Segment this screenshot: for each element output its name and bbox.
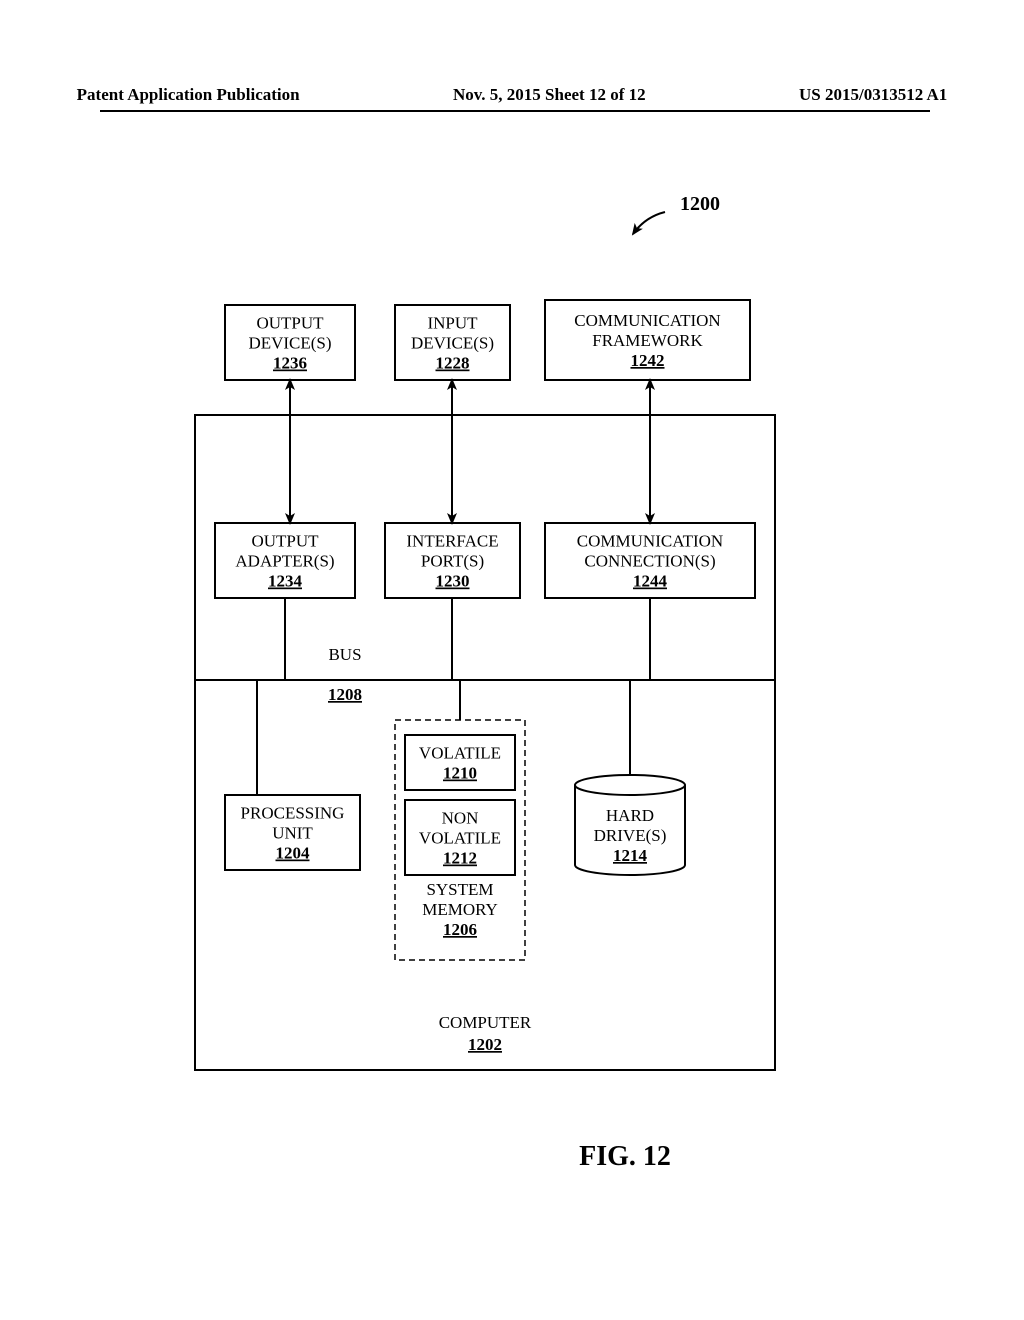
svg-text:1236: 1236 (273, 354, 307, 373)
svg-text:COMPUTER: COMPUTER (439, 1013, 532, 1032)
svg-text:1242: 1242 (631, 351, 665, 370)
svg-text:DEVICE(S): DEVICE(S) (248, 334, 331, 353)
svg-text:1202: 1202 (468, 1035, 502, 1054)
svg-text:1208: 1208 (328, 685, 362, 704)
svg-text:VOLATILE: VOLATILE (419, 744, 501, 763)
svg-text:UNIT: UNIT (272, 824, 313, 843)
svg-text:DEVICE(S): DEVICE(S) (411, 334, 494, 353)
svg-text:FIG. 12: FIG. 12 (579, 1141, 671, 1172)
svg-text:VOLATILE: VOLATILE (419, 829, 501, 848)
svg-text:OUTPUT: OUTPUT (256, 314, 324, 333)
svg-text:MEMORY: MEMORY (422, 900, 498, 919)
svg-text:FRAMEWORK: FRAMEWORK (592, 331, 703, 350)
callout-arrow (633, 212, 665, 234)
svg-text:PROCESSING: PROCESSING (241, 804, 345, 823)
svg-text:1212: 1212 (443, 849, 477, 868)
svg-text:PORT(S): PORT(S) (421, 552, 484, 571)
svg-text:DRIVE(S): DRIVE(S) (594, 826, 667, 845)
diagram-svg: COMPUTER 1202 BUS 1208 SYSTEMMEMORY1206 OUTPU… (0, 0, 1024, 1320)
svg-text:COMMUNICATION: COMMUNICATION (577, 532, 723, 551)
svg-text:1214: 1214 (613, 846, 648, 865)
svg-text:1210: 1210 (443, 764, 477, 783)
svg-text:1234: 1234 (268, 572, 303, 591)
svg-text:COMMUNICATION: COMMUNICATION (574, 311, 720, 330)
svg-text:1230: 1230 (436, 572, 470, 591)
svg-text:SYSTEM: SYSTEM (426, 880, 493, 899)
svg-text:1244: 1244 (633, 572, 668, 591)
svg-text:1204: 1204 (276, 844, 311, 863)
svg-text:OUTPUT: OUTPUT (251, 532, 319, 551)
svg-text:INPUT: INPUT (427, 314, 478, 333)
svg-text:1206: 1206 (443, 920, 477, 939)
svg-text:1228: 1228 (436, 354, 470, 373)
svg-text:ADAPTER(S): ADAPTER(S) (235, 552, 334, 571)
svg-text:1200: 1200 (680, 193, 720, 215)
svg-text:BUS: BUS (328, 645, 361, 664)
svg-text:HARD: HARD (606, 806, 654, 825)
svg-text:NON: NON (442, 809, 479, 828)
svg-text:INTERFACE: INTERFACE (406, 532, 498, 551)
svg-text:CONNECTION(S): CONNECTION(S) (584, 552, 715, 571)
